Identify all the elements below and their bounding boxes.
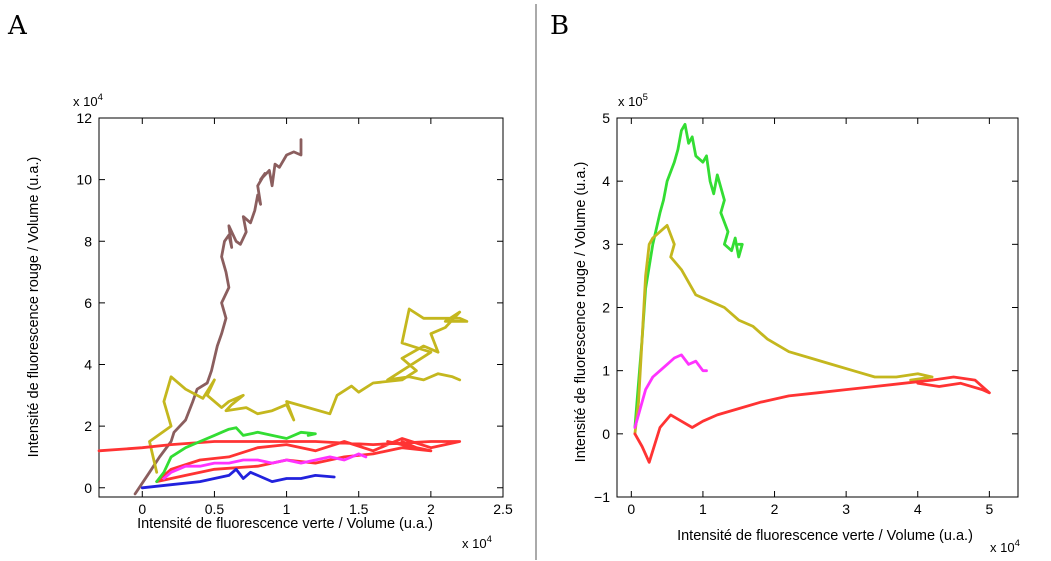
y-tick-label: 2 bbox=[602, 300, 610, 316]
y-tick-label: 3 bbox=[602, 236, 610, 252]
y-tick-label: 6 bbox=[84, 295, 92, 311]
ticks-a: 0 0.5 1 1.5 2 2.5 0 2 4 6 8 10 12 bbox=[76, 110, 513, 517]
series-line-3 bbox=[635, 377, 990, 462]
x-tick-label: 1.5 bbox=[349, 501, 369, 517]
ticks-b: 0 1 2 3 4 5 −1 0 1 2 3 4 5 bbox=[594, 110, 1018, 517]
x-tick-label: 2.5 bbox=[493, 501, 513, 517]
series-group-b bbox=[635, 124, 990, 462]
x-tick-label: 0 bbox=[627, 501, 635, 517]
y-tick-label: 4 bbox=[602, 173, 610, 189]
y-tick-label: 10 bbox=[76, 172, 92, 188]
panel-letter-b: B bbox=[550, 11, 569, 41]
x-tick-label: 2 bbox=[427, 501, 435, 517]
plot-area-b bbox=[617, 118, 1018, 497]
y-tick-label: 8 bbox=[84, 233, 92, 249]
x-axis-label-b: Intensité de fluorescence verte / Volume… bbox=[677, 528, 973, 544]
y-tick-label: 0 bbox=[602, 426, 610, 442]
y-exponent-b: x 105 bbox=[618, 92, 648, 109]
x-exponent-a: x 104 bbox=[462, 534, 492, 551]
series-group-a bbox=[99, 140, 467, 494]
x-tick-label: 4 bbox=[914, 501, 922, 517]
y-axis-label-b: Intensité de fluorescence rouge / Volume… bbox=[573, 162, 589, 463]
x-tick-label: 5 bbox=[985, 501, 993, 517]
y-tick-label: −1 bbox=[594, 489, 610, 505]
chart-panel-b: 0 1 2 3 4 5 −1 0 1 2 3 4 5 x 105 x 104 Intensité de … bbox=[573, 92, 1020, 555]
y-tick-label: 5 bbox=[602, 110, 610, 126]
x-tick-label: 1 bbox=[283, 501, 291, 517]
x-tick-label: 1 bbox=[699, 501, 707, 517]
panel-letter-a: A bbox=[7, 11, 28, 41]
x-exponent-b: x 104 bbox=[990, 538, 1020, 555]
y-tick-label: 12 bbox=[76, 110, 92, 126]
y-exponent-a: x 104 bbox=[73, 92, 103, 109]
y-tick-label: 4 bbox=[84, 357, 92, 373]
x-tick-label: 0 bbox=[138, 501, 146, 517]
chart-panel-a: 0 0.5 1 1.5 2 2.5 0 2 4 6 8 10 12 x 104 x 104 Intens… bbox=[26, 92, 513, 551]
series-line-2 bbox=[635, 225, 932, 433]
x-axis-label-a: Intensité de fluorescence verte / Volume… bbox=[137, 516, 433, 532]
x-tick-label: 3 bbox=[842, 501, 850, 517]
y-tick-label: 0 bbox=[84, 480, 92, 496]
x-tick-label: 2 bbox=[771, 501, 779, 517]
y-tick-label: 1 bbox=[602, 363, 610, 379]
x-tick-label: 0.5 bbox=[205, 501, 225, 517]
y-tick-label: 2 bbox=[84, 418, 92, 434]
y-axis-label-a: Intensité de fluorescence rouge / Volume… bbox=[26, 157, 42, 458]
